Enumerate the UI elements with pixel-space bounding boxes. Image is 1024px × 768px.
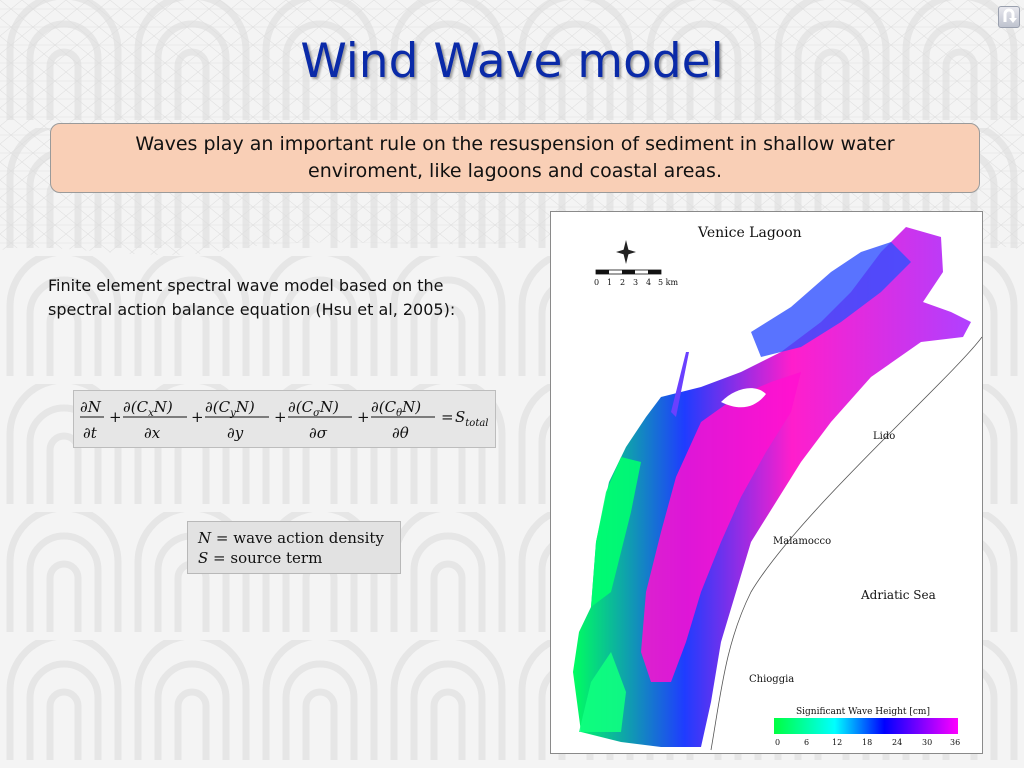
return-arrow-icon [1003,8,1017,23]
term3-denominator: ∂y [227,424,244,442]
term1-denominator: ∂t [83,424,98,442]
scale-label-1: 1 [607,278,612,287]
colorbar-tick-18: 18 [862,738,872,747]
plus-3: + [274,408,287,426]
slide-title: Wind Wave model [300,34,724,89]
wave-height-map: Venice Lagoon 0 1 2 3 4 5 km Lido Malamo… [573,225,982,751]
term3-numerator: ∂(CyN) [205,398,255,419]
venice-lagoon-map: Venice Lagoon 0 1 2 3 4 5 km Lido Malamo… [550,211,983,754]
term2-numerator: ∂(CxN) [123,398,173,419]
term5-denominator: ∂θ [392,424,409,442]
colorbar-tick-36: 36 [950,738,960,747]
colorbar-tick-30: 30 [922,738,932,747]
colorbar-tick-6: 6 [804,738,809,747]
plus-2: + [191,408,204,426]
colorbar-tick-24: 24 [892,738,902,747]
action-balance-equation: ∂N ∂t + ∂(CxN) ∂x + ∂(CyN) ∂y + ∂(CσN) ∂… [73,390,496,448]
scale-label-4: 4 [646,278,651,287]
term4-numerator: ∂(CσN) [288,398,339,419]
legend-line-1: N = wave action density [198,529,384,547]
callout-text: Waves play an important rule on the resu… [135,133,895,182]
symbol-legend: N = wave action density S = source term [187,521,401,574]
colorbar-title: Significant Wave Height [cm] [796,707,930,717]
colorbar [774,718,958,734]
scale-bar [595,269,662,275]
place-lido: Lido [873,431,895,442]
plus-4: + [357,408,370,426]
colorbar-tick-12: 12 [832,738,842,747]
return-arrow-button[interactable] [998,6,1020,28]
callout-box: Waves play an important rule on the resu… [50,123,980,193]
scale-label-2: 2 [620,278,625,287]
place-chioggia: Chioggia [749,674,794,685]
term1-numerator: ∂N [80,398,102,416]
term2-denominator: ∂x [144,424,161,442]
map-title: Venice Lagoon [697,225,802,241]
rhs-term: Stotal [455,408,489,429]
intro-text: Finite element spectral wave model based… [48,274,538,322]
equals-sign: = [441,408,454,426]
scale-label-0: 0 [594,278,599,287]
north-arrow-icon [616,240,636,264]
plus-1: + [109,408,122,426]
scale-label-3: 3 [633,278,638,287]
scale-label-5: 5 km [658,278,678,287]
place-malamocco: Malamocco [773,536,831,547]
intro-line-1: Finite element spectral wave model based… [48,276,444,295]
term5-numerator: ∂(CθN) [371,398,421,419]
place-adriatic-sea: Adriatic Sea [860,588,936,602]
intro-line-2: spectral action balance equation (Hsu et… [48,300,456,319]
term4-denominator: ∂σ [309,424,328,442]
colorbar-tick-0: 0 [775,738,780,747]
legend-line-2: S = source term [198,549,323,567]
